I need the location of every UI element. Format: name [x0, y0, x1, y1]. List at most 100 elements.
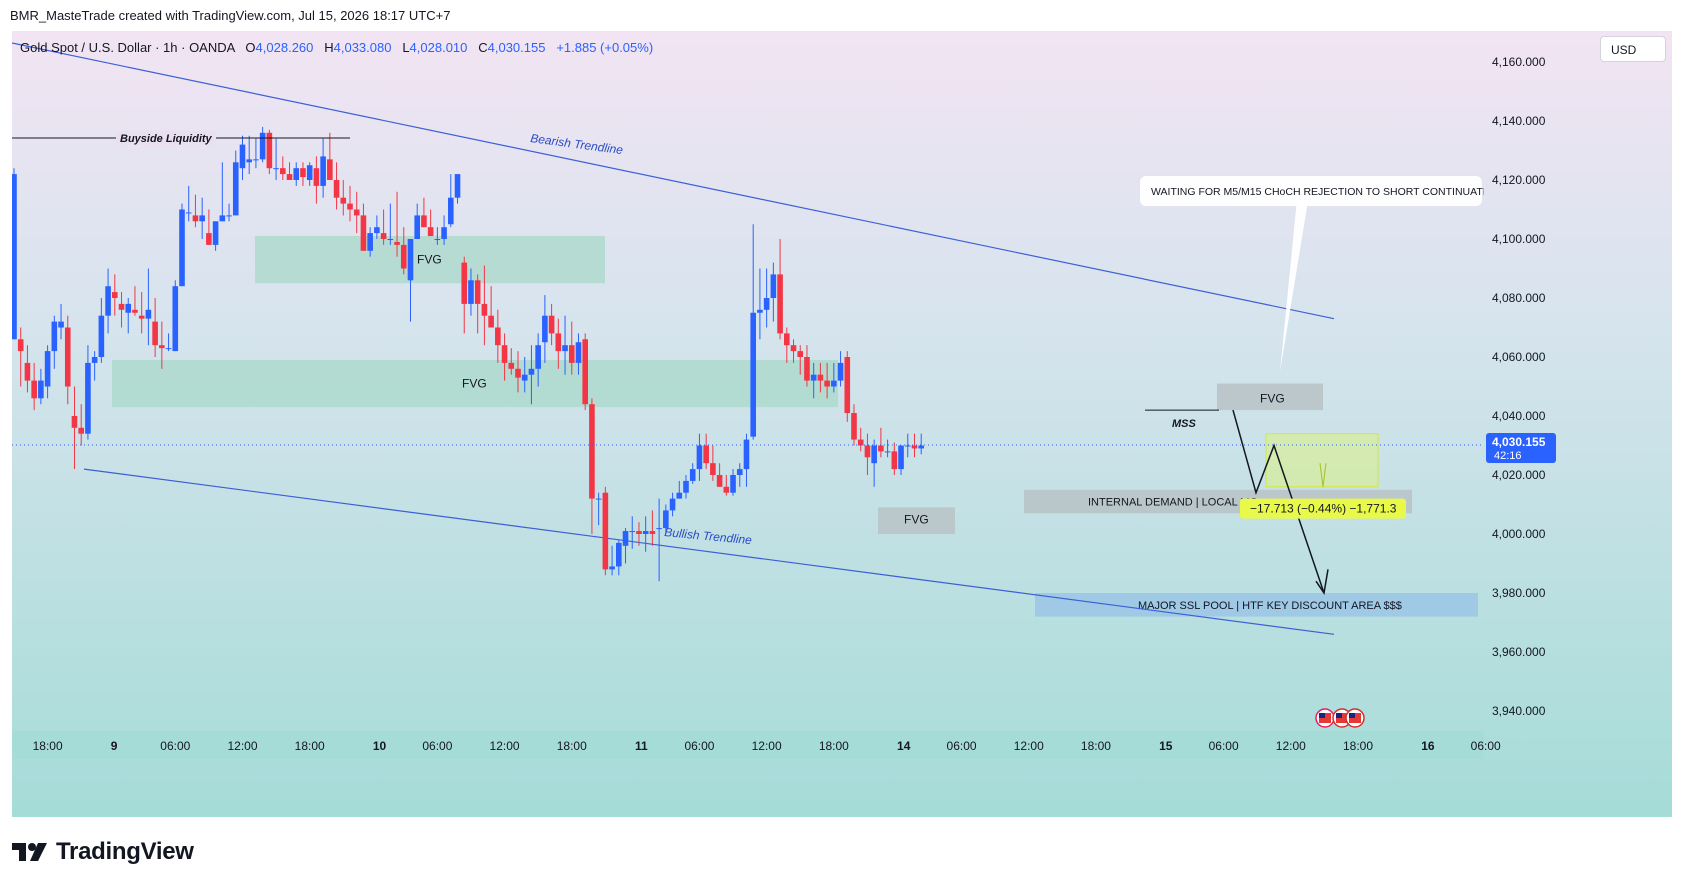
mss-label: MSS: [1172, 418, 1197, 430]
candle-body: [844, 357, 851, 414]
candle-body: [663, 510, 669, 529]
price-tick-label: 4,060.000: [1492, 350, 1546, 364]
candle-body: [508, 362, 515, 369]
candle-body: [898, 445, 904, 470]
candle-body: [582, 339, 588, 405]
candle-body: [528, 368, 535, 375]
bullish-trendline: [83, 468, 1335, 635]
candle-body: [589, 404, 595, 499]
price-tick-label: 4,040.000: [1492, 409, 1546, 423]
candle-body: [723, 486, 730, 493]
ssl-pool-label: MAJOR SSL POOL | HTF KEY DISCOUNT AREA $…: [1138, 600, 1402, 612]
candle-body: [710, 463, 716, 475]
candle-body: [548, 315, 555, 334]
time-tick-label: 12:00: [227, 739, 257, 753]
candle-body: [918, 445, 924, 449]
candle-body: [864, 445, 871, 458]
symbol-name[interactable]: Gold Spot / U.S. Dollar · 1h · OANDA: [20, 40, 235, 55]
candle-body: [495, 327, 501, 346]
candle-body: [12, 174, 17, 340]
candle-body: [730, 475, 736, 493]
candle-body: [400, 244, 407, 269]
candle-body: [595, 498, 602, 500]
candle-body: [790, 345, 797, 352]
candle-body: [454, 174, 461, 198]
open-value: 4,028.260: [255, 40, 314, 55]
candle-body: [474, 280, 481, 304]
low-label: L: [402, 40, 410, 55]
candle-body: [98, 315, 105, 357]
candle-body: [64, 327, 71, 387]
candle-body: [555, 333, 562, 352]
candle-body: [380, 233, 387, 239]
buyside-liquidity-label: Buyside Liquidity: [120, 133, 213, 145]
candle-body: [286, 174, 293, 180]
candle-body: [649, 531, 656, 534]
candle-body: [837, 362, 844, 381]
close-value: 4,030.155: [487, 40, 546, 55]
price-axis-bg: [1484, 31, 1672, 817]
candle-body: [891, 451, 898, 470]
time-tick-label: 18:00: [33, 739, 63, 753]
time-tick-label: 15: [1159, 739, 1173, 753]
candle-body: [542, 315, 548, 343]
fvg-label: FVG: [1260, 391, 1285, 405]
candle-body: [629, 531, 636, 533]
candle-body: [763, 298, 770, 310]
candle-body: [246, 159, 252, 163]
chart-background: [12, 31, 1672, 817]
time-tick-label: 06:00: [684, 739, 714, 753]
candle-body: [521, 374, 528, 381]
candle-body: [44, 351, 51, 387]
currency-button[interactable]: USD: [1600, 36, 1666, 62]
candle-body: [17, 339, 24, 352]
candle-body: [703, 445, 709, 464]
time-tick-label: 18:00: [557, 739, 587, 753]
tradingview-logo[interactable]: TradingView: [12, 838, 194, 866]
projection-path: [1232, 409, 1325, 594]
candle-body: [441, 227, 447, 239]
candle-body: [421, 215, 427, 228]
current-price-label-bg: [1486, 433, 1556, 464]
candle-body: [676, 492, 683, 499]
candle-body: [575, 342, 582, 363]
time-tick-label: 12:00: [1014, 739, 1044, 753]
candle-body: [353, 209, 360, 216]
candle-body: [206, 233, 212, 245]
candle-body: [414, 215, 420, 239]
candle-body: [736, 469, 743, 475]
candle-body: [810, 374, 817, 381]
candle-body: [118, 303, 125, 310]
current-price-label: 4,030.155: [1492, 435, 1546, 449]
candle-body: [347, 203, 353, 210]
candle-body: [488, 315, 494, 328]
candle-body: [831, 380, 837, 387]
time-axis-bg: [12, 731, 1484, 759]
time-tick-label: 16: [1421, 739, 1435, 753]
candle-body: [320, 156, 326, 186]
candle-body: [683, 480, 689, 493]
time-tick-label: 12:00: [752, 739, 782, 753]
candle-body: [636, 531, 642, 534]
candle-body: [199, 215, 205, 222]
candle-body: [689, 469, 696, 481]
candle-body: [85, 362, 91, 434]
fvg-label: FVG: [417, 253, 442, 267]
candle-body: [266, 132, 273, 169]
candle-body: [192, 215, 199, 222]
candle-body: [78, 427, 84, 434]
arrow-head-icon: [1315, 569, 1329, 595]
candle-body: [609, 566, 615, 570]
time-tick-label: 06:00: [1471, 739, 1501, 753]
countdown-label: 42:16: [1494, 450, 1522, 462]
candlestick-chart[interactable]: FVG FVG FVG FVG INTERNAL DEMAND | LOCAL LIQ M…: [12, 31, 1672, 817]
chart-area[interactable]: FVG FVG FVG FVG INTERNAL DEMAND | LOCAL LIQ M…: [12, 31, 1672, 817]
candle-body: [481, 303, 488, 316]
time-tick-label: 06:00: [1209, 739, 1239, 753]
candle-body: [219, 215, 226, 222]
fvg-label: FVG: [904, 512, 929, 526]
candle-body: [817, 374, 824, 381]
flag-canton: [1336, 713, 1342, 718]
price-axis: 4,160.000 4,140.000 4,120.000 4,100.000 4,08…: [1484, 31, 1672, 817]
time-tick-label: 10: [373, 739, 387, 753]
